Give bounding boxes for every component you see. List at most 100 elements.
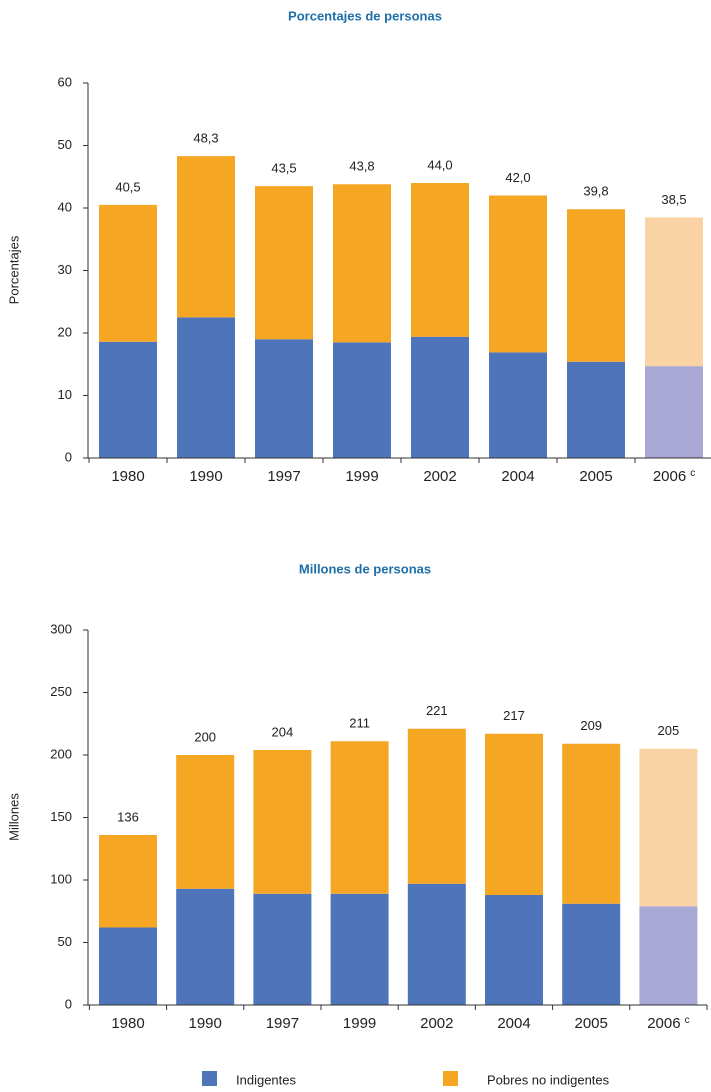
total-label: 43,5 xyxy=(271,161,296,176)
y-tick-label: 10 xyxy=(58,387,72,402)
total-label: 44,0 xyxy=(427,157,452,172)
category: 2006 xyxy=(647,1015,680,1032)
bar-segment xyxy=(253,750,312,894)
bar-segment xyxy=(645,217,703,367)
x-tick-label: 2002 xyxy=(420,1015,453,1032)
category: 1990 xyxy=(189,468,222,485)
x-tick-label: 2005 xyxy=(579,468,612,485)
bar-segment xyxy=(177,156,235,318)
total-label: 42,0 xyxy=(505,170,530,185)
total-label: 136 xyxy=(117,809,139,824)
category: 2002 xyxy=(423,468,456,485)
y-axis-label: Porcentajes xyxy=(6,235,21,304)
total-label: 38,5 xyxy=(661,192,686,207)
bar-segment xyxy=(176,755,235,889)
x-tick-label: 1997 xyxy=(267,468,300,485)
chart-title: Millones de personas xyxy=(299,561,431,576)
x-tick-label: 2002 xyxy=(423,468,456,485)
chart-title: Porcentajes de personas xyxy=(288,8,442,23)
total-label: 200 xyxy=(194,729,216,744)
total-label: 205 xyxy=(658,723,680,738)
category: 2005 xyxy=(575,1015,608,1032)
y-tick-label: 40 xyxy=(58,199,72,214)
x-tick-label: 2006 c xyxy=(653,468,695,485)
y-tick-label: 150 xyxy=(50,809,72,824)
y-tick-label: 100 xyxy=(50,871,72,886)
y-tick-label: 60 xyxy=(58,74,72,89)
total-label: 211 xyxy=(349,716,370,731)
legend-swatch xyxy=(202,1071,217,1086)
x-tick-label: 2004 xyxy=(501,468,534,485)
y-tick-label: 250 xyxy=(50,684,72,699)
y-tick-label: 50 xyxy=(58,934,72,949)
bar-segment xyxy=(567,209,625,362)
x-tick-label: 1999 xyxy=(343,1015,376,1032)
y-tick-label: 30 xyxy=(58,262,72,277)
bar-segment xyxy=(330,893,389,1005)
y-tick-label: 50 xyxy=(58,137,72,152)
category-note: c xyxy=(690,468,695,479)
legend-swatch xyxy=(443,1071,458,1086)
category-note: c xyxy=(685,1015,690,1026)
total-label: 221 xyxy=(426,703,448,718)
bar-segment xyxy=(407,883,466,1005)
legend-label: Pobres no indigentes xyxy=(487,1072,610,1087)
bar-segment xyxy=(639,906,698,1005)
category: 1999 xyxy=(345,468,378,485)
bar-segment xyxy=(176,888,235,1005)
x-tick-label: 2006 c xyxy=(647,1015,689,1032)
bar-segment xyxy=(99,835,157,928)
bar-segment xyxy=(485,895,543,1005)
bar-segment xyxy=(567,361,625,458)
total-label: 40,5 xyxy=(115,179,140,194)
x-tick-label: 1999 xyxy=(345,468,378,485)
x-tick-label: 2004 xyxy=(497,1015,530,1032)
y-tick-label: 200 xyxy=(50,746,72,761)
category: 1980 xyxy=(111,1015,144,1032)
category: 2006 xyxy=(653,468,686,485)
bar-segment xyxy=(255,339,313,458)
y-tick-label: 0 xyxy=(65,996,72,1011)
y-tick-label: 20 xyxy=(58,324,72,339)
bar-segment xyxy=(407,728,466,884)
bar-segment xyxy=(489,352,547,458)
bar-segment xyxy=(99,204,157,342)
total-label: 39,8 xyxy=(583,184,608,199)
bar-segment xyxy=(330,741,389,894)
bar-segment xyxy=(333,342,391,458)
category: 1990 xyxy=(189,1015,222,1032)
bar-segment xyxy=(253,893,312,1005)
x-tick-label: 1990 xyxy=(189,468,222,485)
total-label: 217 xyxy=(503,708,525,723)
category: 2002 xyxy=(420,1015,453,1032)
bar-segment xyxy=(562,743,621,904)
bar-segment xyxy=(177,317,235,458)
x-tick-label: 1997 xyxy=(266,1015,299,1032)
bar-segment xyxy=(255,186,313,340)
x-tick-label: 2005 xyxy=(575,1015,608,1032)
bar-segment xyxy=(99,341,157,458)
bar-segment xyxy=(411,183,469,337)
bar-segment xyxy=(99,927,157,1005)
bar-segment xyxy=(639,748,698,907)
bar-segment xyxy=(645,366,703,458)
x-tick-label: 1980 xyxy=(111,468,144,485)
total-label: 43,8 xyxy=(349,159,374,174)
x-tick-label: 1980 xyxy=(111,1015,144,1032)
bar-segment xyxy=(485,733,543,895)
category: 2004 xyxy=(501,468,534,485)
total-label: 48,3 xyxy=(193,131,218,146)
y-tick-label: 300 xyxy=(50,621,72,636)
bar-segment xyxy=(333,184,391,343)
bar-segment xyxy=(489,195,547,353)
y-tick-label: 0 xyxy=(65,449,72,464)
bar-segment xyxy=(411,336,469,458)
x-tick-label: 1990 xyxy=(189,1015,222,1032)
y-axis-label: Millones xyxy=(6,793,21,841)
category: 1997 xyxy=(267,468,300,485)
category: 1999 xyxy=(343,1015,376,1032)
total-label: 204 xyxy=(272,724,294,739)
bar-segment xyxy=(562,903,621,1005)
category: 2004 xyxy=(497,1015,530,1032)
